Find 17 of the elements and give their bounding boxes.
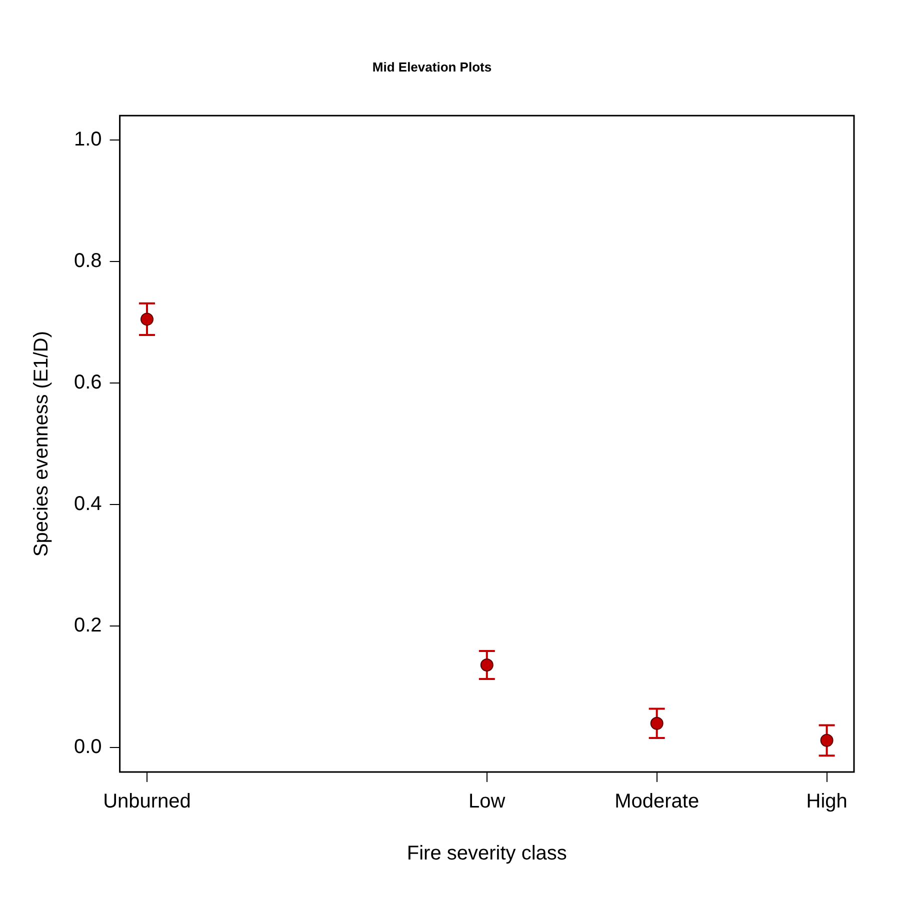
point [480,658,494,672]
y-tick-label: 0.6 [74,372,102,394]
point [820,734,834,747]
x-tick-label: Unburned [103,790,191,813]
point [140,312,154,326]
chart-title: Mid Elevation Plots [372,59,492,74]
y-tick-label: 0.8 [74,250,102,272]
y-tick-label: 0.0 [74,736,102,758]
x-tick-label: High [806,790,848,813]
y-tick-label: 1.0 [74,128,102,150]
x-tick-label: Moderate [614,790,700,813]
x-tick-label: Low [468,790,506,813]
point [650,716,664,730]
y-tick-label: 0.4 [74,493,102,516]
y-tick-label: 0.2 [74,614,102,637]
y-axis-title: Species evenness (E1/D) [30,330,53,557]
x-axis-title: Fire severity class [406,842,567,865]
